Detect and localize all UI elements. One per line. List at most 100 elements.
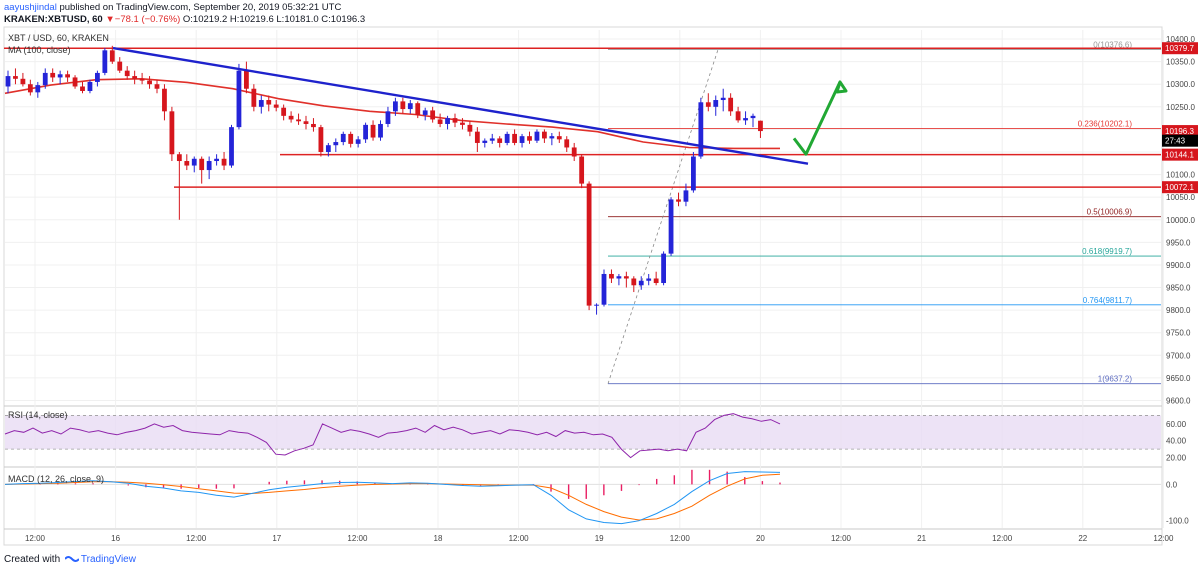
candle-body [162, 88, 167, 112]
time-tick-label: 12:00 [186, 534, 207, 543]
candle-body [355, 139, 361, 144]
candle-body [102, 50, 108, 73]
candle-body [27, 84, 33, 93]
fib-anchor-line [607, 49, 719, 384]
candle-body [147, 80, 152, 85]
price-tag-box [1162, 125, 1198, 138]
candle-body [489, 138, 495, 141]
candle-body [363, 124, 368, 140]
trendline[interactable] [112, 46, 809, 165]
macd-axis: 0.0 -100.0 [5, 480, 1189, 526]
candle-body [333, 142, 339, 146]
fib-level-label: 0.618(9919.7) [1082, 247, 1132, 256]
candle-body [214, 158, 219, 162]
candle-body [206, 161, 212, 171]
rsi-axis: 60.00 40.00 20.00 [1166, 420, 1187, 463]
candle-body [676, 199, 681, 202]
candle-body [728, 97, 734, 112]
time-tick-label: 12:00 [1153, 534, 1174, 543]
candle-body [13, 76, 18, 79]
fib-level-label: 0(10376.6) [1093, 41, 1132, 50]
candle-body [512, 133, 517, 143]
candle-body [65, 74, 70, 78]
candle-body [661, 253, 666, 284]
author-link[interactable]: aayushjindal [4, 2, 57, 13]
price-axis: 10400.010350.010300.010250.010200.010150… [1166, 35, 1195, 405]
candle-body [80, 86, 85, 91]
candle-body [258, 100, 264, 107]
candle-body [20, 78, 26, 85]
candle-body [631, 278, 637, 286]
candle-body [87, 81, 93, 91]
fib-level-label: 1(9637.2) [1098, 375, 1133, 384]
time-tick-label: 12:00 [831, 534, 852, 543]
price-tick-label: 9800.0 [1166, 306, 1191, 315]
candle-body [139, 78, 145, 81]
price-tag-box [1162, 134, 1198, 147]
price-tick-label: 10250.0 [1166, 103, 1195, 112]
rsi-tick-label: 20.00 [1166, 454, 1187, 463]
tradingview-logo-icon [64, 556, 79, 563]
price-tick-label: 9900.0 [1166, 261, 1191, 270]
tradingview-link[interactable]: TradingView [80, 554, 136, 565]
candle-body [340, 133, 346, 143]
candle-body [713, 100, 719, 107]
price-tick-label: 10350.0 [1166, 58, 1195, 67]
candle-body [750, 115, 756, 119]
forecast-arrows[interactable] [792, 80, 848, 156]
price-tick-label: 9850.0 [1166, 284, 1191, 293]
fib-level-label: 0.236(10202.1) [1078, 119, 1133, 128]
candle-body [430, 110, 436, 120]
price-tag-label: 10072.1 [1165, 183, 1194, 192]
candle-body [564, 139, 570, 148]
candle-body [154, 84, 160, 89]
price-tick-label: 10300.0 [1166, 80, 1195, 89]
candle-body [735, 111, 741, 121]
candle-body [609, 273, 614, 279]
candle-body [646, 278, 652, 281]
candle-body [318, 127, 324, 152]
footer: Created with TradingView [4, 554, 136, 565]
candle-body [273, 104, 279, 108]
fib-level-label: 0.5(10006.9) [1087, 208, 1133, 217]
forecast-arrow [792, 81, 842, 156]
candle-body [5, 76, 11, 87]
time-axis: 12:00 16 12:00 17 12:00 18 12:00 19 12:00 20 12:00… [25, 534, 1174, 543]
candle-body [586, 183, 592, 306]
candle-body [534, 131, 540, 141]
macd-tick-label: -100.0 [1166, 517, 1189, 526]
candle-body [668, 199, 674, 254]
time-tick-label: 17 [272, 534, 281, 543]
candle-body [184, 161, 190, 166]
time-tick-label: 19 [595, 534, 604, 543]
candle-body [117, 61, 123, 71]
candle-body [35, 85, 41, 93]
time-tick-label: 12:00 [992, 534, 1013, 543]
horizontal-levels[interactable] [4, 47, 1161, 188]
candle-body [594, 304, 599, 306]
rsi-line [4, 413, 781, 459]
price-tag-box [1162, 181, 1198, 194]
grid [4, 30, 1164, 530]
candle-body [370, 124, 376, 138]
candle-body [132, 76, 138, 79]
candle-body [124, 70, 130, 77]
candle-body [325, 145, 331, 152]
candle-body [50, 72, 56, 78]
fib-level-label: 0.764(9811.7) [1083, 296, 1133, 305]
created-with-text: Created with [4, 554, 61, 565]
candle-body [378, 123, 383, 138]
candle-body [460, 122, 465, 125]
time-tick-label: 12:00 [25, 534, 46, 543]
candle-body [542, 131, 547, 139]
time-tick-label: 22 [1078, 534, 1087, 543]
candle-body [758, 120, 763, 132]
candle-body [519, 136, 525, 143]
candle-body [698, 102, 704, 157]
candle-body [169, 111, 175, 155]
price-tick-label: 10000.0 [1166, 216, 1195, 225]
price-tag-label: 27:43 [1165, 137, 1186, 146]
symbol-label: KRAKEN:XBTUSD, 60 [4, 14, 103, 25]
candle-body [474, 131, 480, 143]
